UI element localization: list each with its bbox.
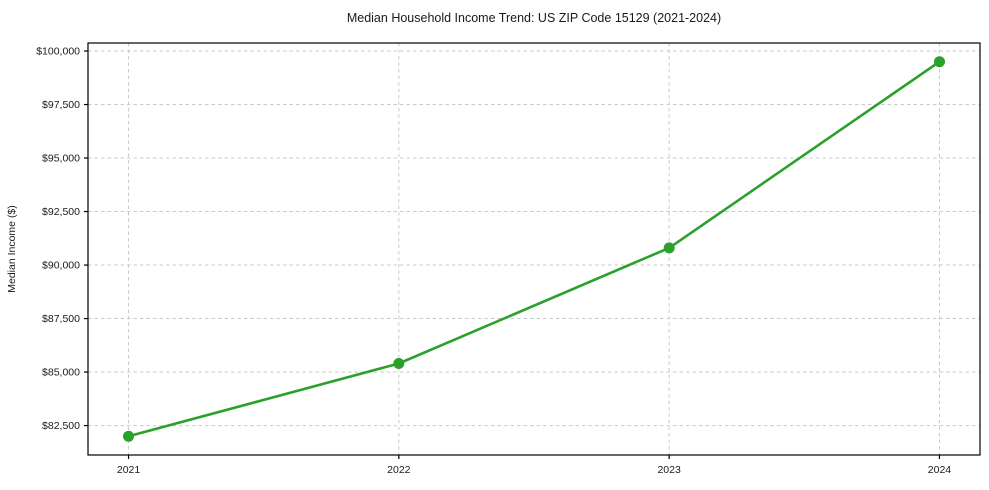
y-tick-label: $92,500 [42, 206, 80, 218]
data-point-2024 [934, 56, 945, 68]
data-point-2022 [393, 358, 405, 369]
data-point-2023 [663, 242, 675, 254]
x-tick-label: 2023 [657, 464, 681, 476]
y-tick-label: $82,500 [42, 420, 80, 432]
trend-line [127, 60, 941, 438]
y-tick-label: $97,500 [42, 99, 80, 111]
x-tick-label: 2024 [928, 464, 952, 476]
y-tick-label: $85,000 [42, 367, 80, 379]
y-tick-label: $87,500 [42, 313, 80, 325]
x-tick-label: 2022 [387, 464, 411, 476]
y-tick-label: $95,000 [42, 153, 80, 165]
y-axis-label: Median Income ($) [6, 205, 18, 293]
y-tick-label: $90,000 [42, 260, 80, 272]
plot-frame [87, 42, 981, 456]
x-tick-label: 2021 [117, 464, 141, 476]
y-tick-label: $100,000 [36, 46, 80, 58]
tick-layer: $82,500 $85,000 $87,500 $90,000 $92,500 $95,0… [36, 46, 951, 476]
data-series-layer [123, 56, 945, 442]
chart-title: Median Household Income Trend: US ZIP Co… [347, 11, 721, 25]
grid-layer [88, 43, 980, 455]
data-point-2021 [123, 430, 134, 442]
